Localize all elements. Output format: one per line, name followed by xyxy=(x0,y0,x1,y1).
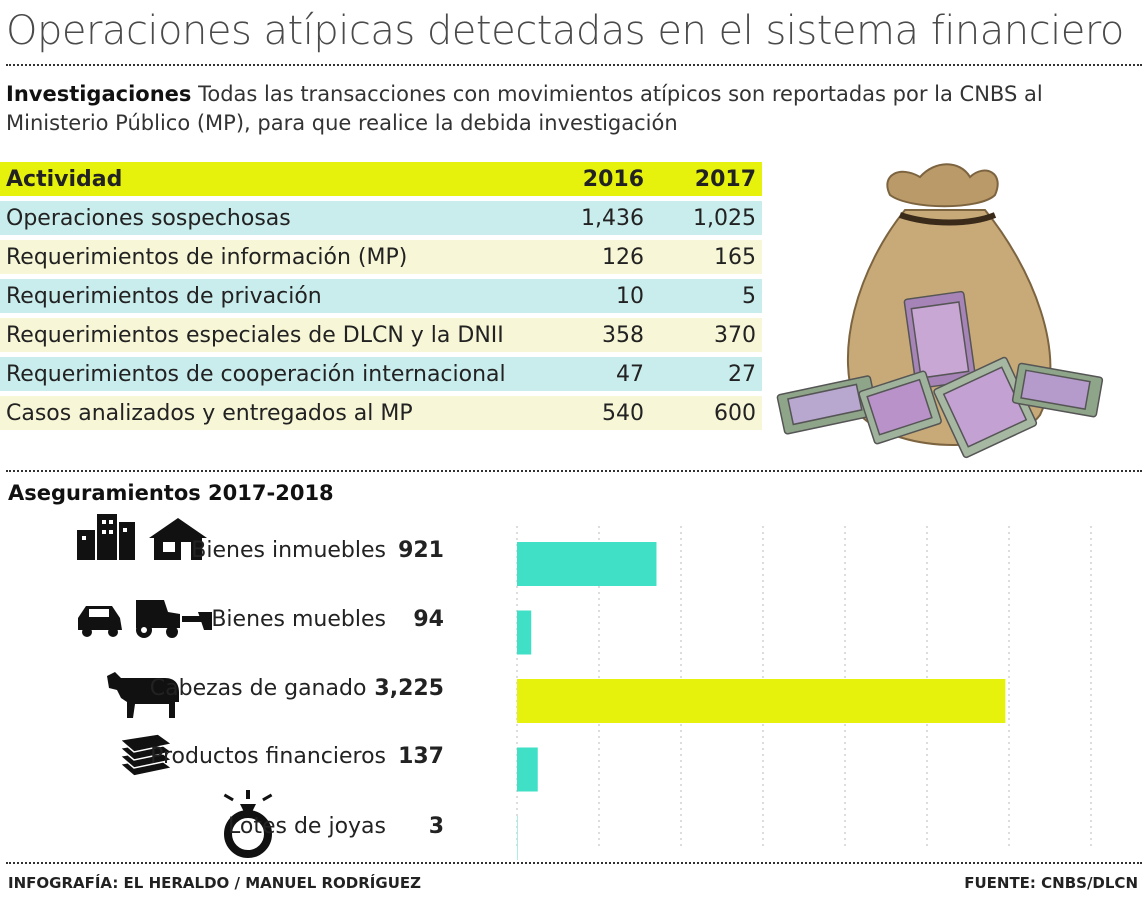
category-label: Lotes de joyas xyxy=(228,814,386,839)
intro-paragraph: Investigaciones Todas las transacciones … xyxy=(6,80,1142,138)
row-value-2016: 47 xyxy=(616,361,644,387)
row-label: Operaciones sospechosas xyxy=(6,205,291,231)
row-value-2017: 370 xyxy=(714,322,756,348)
row-value-2017: 5 xyxy=(742,283,756,309)
divider xyxy=(6,862,1142,864)
divider xyxy=(6,64,1142,66)
credit-text: INFOGRAFÍA: EL HERALDO / MANUEL RODRÍGUE… xyxy=(8,874,422,892)
column-header-activity: Actividad xyxy=(6,166,123,192)
category-label: Bienes inmuebles xyxy=(191,538,386,563)
bar-cabezas-de-ganado xyxy=(517,679,1006,723)
bar-label-row: Bienes inmuebles 921 xyxy=(191,538,444,563)
table-row: Requerimientos de cooperación internacio… xyxy=(0,357,762,391)
row-value-2016: 358 xyxy=(602,322,644,348)
table-row: Requerimientos especiales de DLCN y la D… xyxy=(0,318,762,352)
activity-table: Actividad 2016 2017 Operaciones sospecho… xyxy=(0,157,762,435)
intro-lead: Investigaciones xyxy=(6,82,192,106)
table-header-row: Actividad 2016 2017 xyxy=(0,162,762,196)
row-label: Requerimientos especiales de DLCN y la D… xyxy=(6,322,504,348)
car-tractor-icon xyxy=(78,600,212,638)
row-value-2016: 10 xyxy=(616,283,644,309)
ring-icon xyxy=(223,790,273,858)
column-header-2016: 2016 xyxy=(582,166,644,192)
bar-bienes-inmuebles xyxy=(517,542,657,586)
row-label: Requerimientos de cooperación internacio… xyxy=(6,361,506,387)
chart-plot-area xyxy=(516,526,1092,860)
column-header-2017: 2017 xyxy=(694,166,756,192)
category-label: Bienes muebles xyxy=(211,607,386,632)
bar-label-row: Lotes de joyas 3 xyxy=(228,814,444,839)
page-title: Operaciones atípicas detectadas en el si… xyxy=(6,8,1124,54)
buildings-house-icon xyxy=(77,514,207,560)
bar-label-row: Bienes muebles 94 xyxy=(211,607,444,632)
intro-text: Todas las transacciones con movimientos … xyxy=(6,82,1043,135)
table-row: Requerimientos de privación 10 5 xyxy=(0,279,762,313)
bar-bienes-muebles xyxy=(517,610,532,655)
row-value-2016: 126 xyxy=(602,244,644,270)
bar-label-row: Productos financieros 137 xyxy=(150,744,444,769)
money-stack-icon xyxy=(118,734,174,777)
table-row: Requerimientos de información (MP) 126 1… xyxy=(0,240,762,274)
value-label: 3,225 xyxy=(374,676,444,701)
bar-productos-financieros xyxy=(517,747,538,792)
row-label: Requerimientos de información (MP) xyxy=(6,244,408,270)
table-row: Operaciones sospechosas 1,436 1,025 xyxy=(0,201,762,235)
value-label: 137 xyxy=(398,744,444,769)
row-label: Requerimientos de privación xyxy=(6,283,322,309)
row-value-2016: 1,436 xyxy=(581,205,644,231)
chart-title: Aseguramientos 2017-2018 xyxy=(8,481,334,505)
category-label: Productos financieros xyxy=(150,744,386,769)
row-value-2016: 540 xyxy=(602,400,644,426)
divider xyxy=(6,470,1142,472)
value-label: 94 xyxy=(413,607,444,632)
table-row: Casos analizados y entregados al MP 540 … xyxy=(0,396,762,430)
row-value-2017: 27 xyxy=(728,361,756,387)
category-label: Cabezas de ganado xyxy=(149,676,367,701)
bar-label-row: Cabezas de ganado 3,225 xyxy=(150,676,444,701)
seizures-bar-chart: Bienes inmuebles 921 Bienes muebles 94 Cab… xyxy=(0,514,1148,860)
value-label: 921 xyxy=(398,538,444,563)
money-bag-illustration xyxy=(776,163,1104,459)
row-value-2017: 165 xyxy=(714,244,756,270)
source-text: FUENTE: CNBS/DLCN xyxy=(964,874,1138,892)
row-value-2017: 1,025 xyxy=(693,205,756,231)
cow-icon xyxy=(107,672,179,718)
value-label: 3 xyxy=(428,814,444,839)
row-label: Casos analizados y entregados al MP xyxy=(6,400,413,426)
row-value-2017: 600 xyxy=(714,400,756,426)
